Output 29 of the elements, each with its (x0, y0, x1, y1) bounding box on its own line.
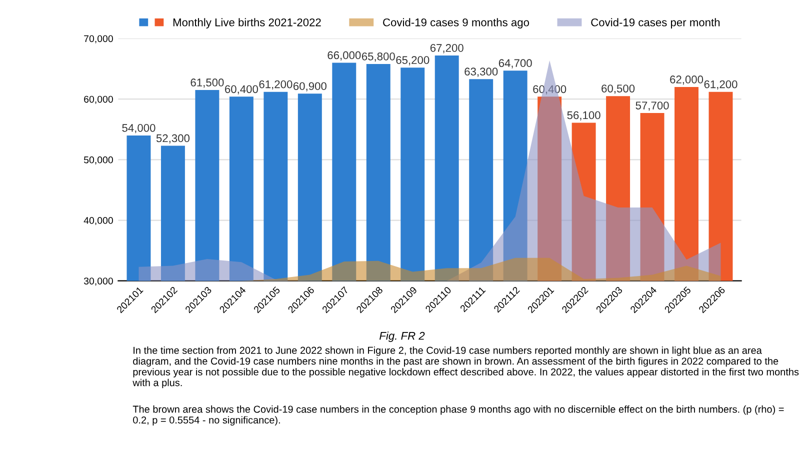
data-label: 67,200 (430, 44, 464, 54)
y-tick-label: 50,000 (84, 156, 113, 164)
data-label: 60,400 (225, 85, 258, 94)
data-label: 61,200 (704, 80, 738, 90)
data-label: 60,500 (602, 84, 635, 94)
text: In the time section from 2021 to June 2022 shown in Figure 2, the Covid-19 case numbers reported monthly are shown in light blue as an area diagram, and the Covid-19 case numbers nine months in the past are shown in brown. An assessment of the birth figures in 2022 compared to the previous year is not possible due to the possible negative lockdown effect described above. In 2022, the values appear distorted in the first two months with a plus. (132, 346, 799, 388)
data-label: 57,700 (636, 102, 669, 111)
data-label: 63,300 (464, 68, 498, 77)
data-label: 65,800 (362, 52, 395, 62)
y-tick-label: 70,000 (84, 35, 113, 44)
legend-label: Covid-19 cases 9 months ago (383, 18, 530, 29)
data-label: 66,000 (328, 51, 361, 60)
data-label: 61,200 (259, 80, 292, 90)
data-label: 65,200 (396, 56, 430, 66)
y-tick-label: 40,000 (84, 217, 113, 226)
data-label: 62,000 (670, 76, 704, 85)
data-label: 60,400 (533, 85, 566, 94)
data-label: 60,900 (293, 82, 326, 92)
legend-label: Monthly Live births 2021-2022 (173, 18, 321, 29)
text: The brown area shows the Covid-19 case numbers in the conception phase 9 months ago with no discernible effect on the birth numbers. (p (rho) = 0.2, p = 0.5554 - no significance). (132, 405, 784, 426)
data-label: 52,300 (156, 134, 190, 144)
data-label: 54,000 (122, 124, 156, 134)
data-label: 56,100 (567, 111, 600, 120)
y-tick-label: 30,000 (84, 278, 113, 286)
data-label: 61,500 (190, 78, 224, 88)
legend-label: Covid-19 cases per month (591, 18, 720, 29)
text: Fig. FR 2 (380, 332, 425, 342)
y-tick-label: 60,000 (84, 96, 113, 104)
data-label: 64,700 (498, 59, 532, 68)
